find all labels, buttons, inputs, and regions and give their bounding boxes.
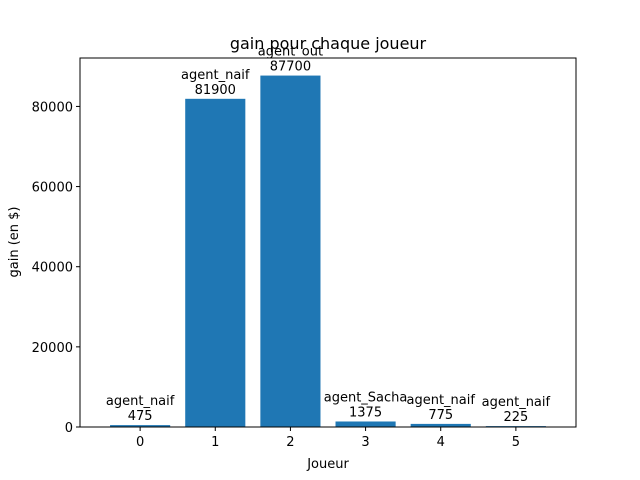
bar-label-value-4: 775 [428,408,453,423]
bar-0 [110,425,171,427]
x-tick-label-0: 0 [136,435,144,450]
x-tick-label-5: 5 [512,435,520,450]
x-tick-label-3: 3 [361,435,369,450]
plot-frame [79,57,577,428]
bar-label-name-0: agent_naif [106,394,175,409]
bar-label-value-3: 1375 [349,405,382,420]
bar-3 [335,421,396,427]
bar-2 [260,75,321,428]
bar-label-value-5: 225 [503,410,528,425]
bar-4 [410,423,471,427]
y-tick-label-3: 60000 [32,181,73,196]
bar-label-value-1: 81900 [195,83,236,98]
chart-title: gain pour chaque joueur [230,34,427,53]
x-tick-label-2: 2 [286,435,294,450]
bar-label-name-3: agent_Sacha [324,390,408,405]
y-tick-label-4: 80000 [32,100,73,115]
y-tick-label-0: 0 [65,421,73,436]
bar-1 [185,98,246,428]
bar-label-name-5: agent_naif [482,395,551,410]
bar-label-name-1: agent_naif [181,68,250,83]
bars-group [110,75,546,428]
y-tick-label-2: 40000 [32,261,73,276]
x-ticks-group: 0 1 2 3 4 5 [136,427,520,450]
bar-label-value-0: 475 [128,409,153,424]
y-axis-label: gain (en $) [7,207,22,278]
x-tick-label-1: 1 [211,435,219,450]
bar-labels-group: agent_naif475agent_naif81900agent_out877… [106,45,551,426]
bar-label-name-2: agent_out [258,45,323,60]
x-tick-label-4: 4 [437,435,445,450]
bar-label-value-2: 87700 [270,60,311,75]
y-ticks-group: 0 20000 40000 60000 80000 [32,100,80,436]
x-axis-label: Joueur [306,457,349,472]
bar-label-name-4: agent_naif [407,393,476,408]
y-tick-label-1: 20000 [32,341,73,356]
